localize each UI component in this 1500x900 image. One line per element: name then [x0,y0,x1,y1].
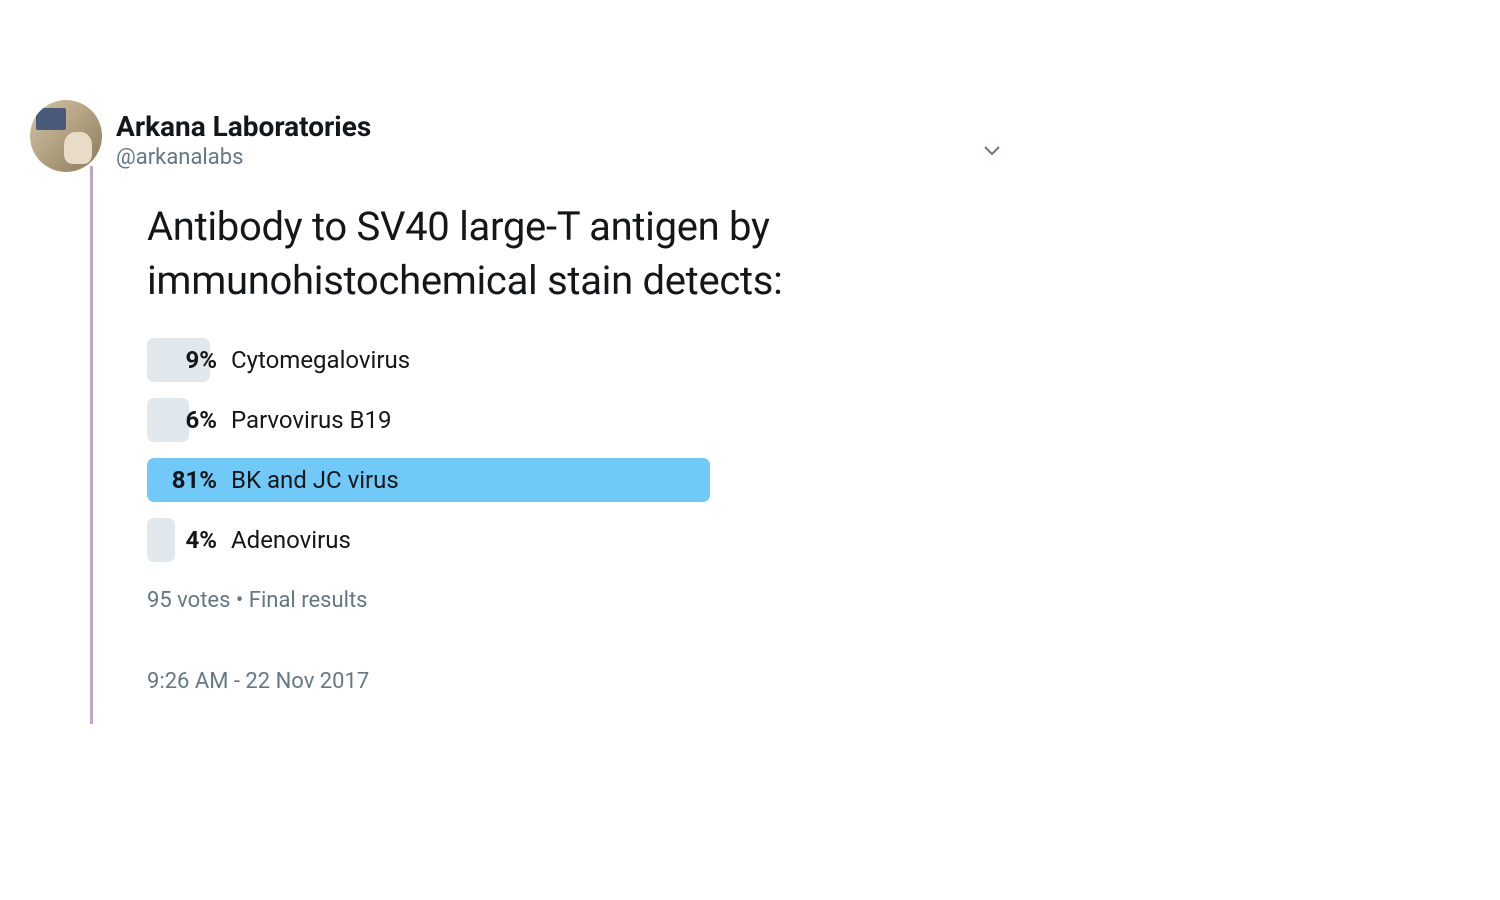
poll-option[interactable]: 4% Adenovirus [147,518,842,562]
tweet-content: Antibody to SV40 large-T antigen by immu… [90,166,990,724]
author-display-name: Arkana Laboratories [116,110,371,144]
poll-label: Parvovirus B19 [231,406,391,434]
author-block[interactable]: Arkana Laboratories @arkanalabs [116,100,371,172]
tweet-header: Arkana Laboratories @arkanalabs [30,100,1500,172]
tweet-container: Arkana Laboratories @arkanalabs Antibody… [0,0,1500,724]
poll: 9% Cytomegalovirus 6% Parvovirus B19 81%… [147,338,842,613]
poll-percent: 6% [159,406,217,434]
poll-label: BK and JC virus [231,466,399,494]
chevron-down-icon[interactable] [980,138,1004,166]
poll-option-content: 81% BK and JC virus [147,466,399,494]
poll-label: Adenovirus [231,526,351,554]
poll-option[interactable]: 6% Parvovirus B19 [147,398,842,442]
poll-option-content: 9% Cytomegalovirus [147,346,410,374]
poll-percent: 81% [159,466,217,494]
poll-meta: 95 votes • Final results [147,588,842,613]
tweet-text: Antibody to SV40 large-T antigen by immu… [147,200,990,308]
poll-option-content: 4% Adenovirus [147,526,351,554]
tweet-timestamp[interactable]: 9:26 AM - 22 Nov 2017 [147,669,990,694]
poll-percent: 4% [159,526,217,554]
author-handle: @arkanalabs [116,144,371,173]
poll-option[interactable]: 9% Cytomegalovirus [147,338,842,382]
poll-option-content: 6% Parvovirus B19 [147,406,391,434]
avatar[interactable] [30,100,102,172]
poll-percent: 9% [159,346,217,374]
poll-option[interactable]: 81% BK and JC virus [147,458,842,502]
poll-label: Cytomegalovirus [231,346,410,374]
